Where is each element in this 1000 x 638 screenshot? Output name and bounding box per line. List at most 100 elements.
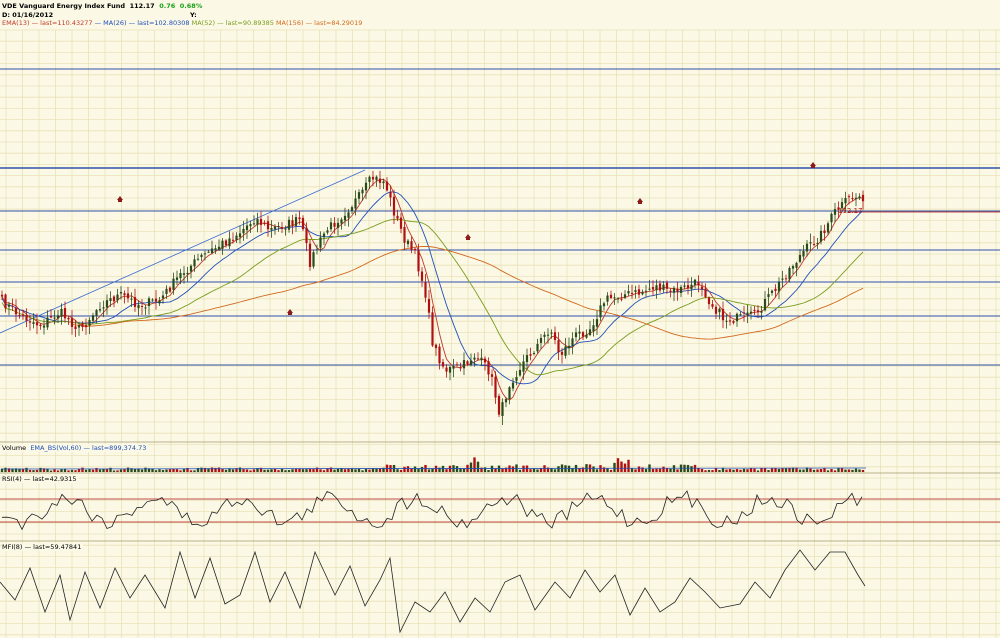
volume-bar (595, 469, 599, 472)
candle-body (172, 278, 175, 290)
volume-bar (658, 468, 662, 472)
candle-body (466, 361, 469, 365)
candle-body (770, 290, 774, 293)
candle-body (847, 196, 851, 198)
volume-bar (112, 470, 116, 472)
candle-body (123, 293, 126, 296)
volume-bar (483, 467, 487, 472)
volume-bar (735, 469, 739, 472)
candle-body (196, 258, 200, 260)
candle-body (231, 239, 235, 241)
volume-bar (571, 468, 574, 472)
volume-bar (266, 469, 270, 472)
volume-bar (718, 469, 721, 472)
candle-body (67, 317, 70, 320)
volume-bar (742, 468, 746, 472)
chart-title: VDE Vanguard Energy Index Fund 112.17 0.… (2, 2, 202, 10)
volume-bar (749, 468, 753, 472)
candle-body (322, 233, 326, 238)
candle-body (518, 369, 522, 376)
candle-body (203, 253, 207, 255)
volume-bar (553, 469, 557, 472)
volume-bar (158, 469, 161, 472)
candle-body (413, 248, 417, 251)
volume-bar (382, 467, 385, 472)
candle-body (340, 219, 343, 224)
candle-body (585, 334, 588, 338)
candle-body (179, 273, 182, 279)
volume-bar (133, 468, 137, 472)
candle-body (672, 287, 676, 293)
volume-bar (343, 469, 347, 472)
candle-body (165, 288, 168, 295)
rsi-label: RSI(4) (2, 475, 22, 483)
candle-body (238, 233, 242, 238)
volume-bar (109, 467, 112, 472)
candle-body (7, 304, 11, 307)
candle-body (119, 292, 123, 294)
volume-bar (329, 467, 333, 472)
candle-body (32, 322, 35, 324)
candle-body (637, 289, 641, 295)
candle-body (217, 246, 221, 250)
volume-bar (567, 465, 571, 472)
candle-body (690, 284, 693, 290)
candle-body (630, 292, 634, 294)
candle-body (91, 315, 95, 321)
candle-body (462, 360, 466, 369)
volume-bar (634, 469, 637, 472)
candle-body (102, 307, 105, 309)
candle-body (756, 310, 760, 313)
candle-body (742, 312, 746, 314)
volume-bar (207, 468, 210, 472)
candle-body (329, 222, 333, 230)
volume-bar (854, 468, 858, 472)
candle-body (354, 198, 357, 209)
candle-body (11, 305, 14, 307)
volume-bar (235, 468, 238, 472)
candle-body (634, 290, 637, 292)
volume-bar (186, 467, 189, 472)
candle-body (546, 334, 550, 336)
volume-bar (819, 469, 823, 472)
volume-bar (487, 469, 490, 472)
volume-bar (445, 469, 448, 472)
volume-bar (459, 468, 462, 472)
candle-body (732, 321, 735, 323)
candle-body (683, 285, 686, 287)
candle-body (679, 286, 683, 293)
candle-body (137, 304, 140, 309)
volume-bar (714, 467, 718, 472)
volume-bar (210, 467, 214, 472)
candle-body (564, 346, 567, 356)
volume-bar (256, 468, 259, 472)
volume-bar (697, 468, 700, 472)
candle-body (781, 278, 784, 280)
volume-bar (28, 469, 32, 472)
volume-bar (557, 466, 560, 472)
volume-bar (420, 467, 424, 472)
volume-bar (291, 469, 294, 472)
volume-bar (417, 468, 420, 472)
volume-bar (504, 467, 508, 472)
volume-bar (32, 470, 35, 472)
candle-body (392, 196, 396, 216)
volume-bar (490, 465, 494, 472)
volume-bar (798, 469, 802, 472)
candle-body (655, 285, 658, 291)
candle-body (445, 367, 448, 372)
candle-body (658, 283, 662, 291)
candle-body (599, 305, 602, 318)
candle-body (578, 331, 581, 334)
candle-body (375, 176, 378, 181)
volume-bar (224, 469, 228, 472)
volume-bar (676, 469, 679, 472)
candle-body (795, 262, 798, 268)
volume-bar (228, 468, 231, 472)
volume-bar (42, 468, 46, 472)
candle-body (424, 282, 427, 298)
candle-body (791, 266, 795, 269)
volume-bar (774, 468, 777, 472)
volume-ema-line (1, 467, 867, 470)
